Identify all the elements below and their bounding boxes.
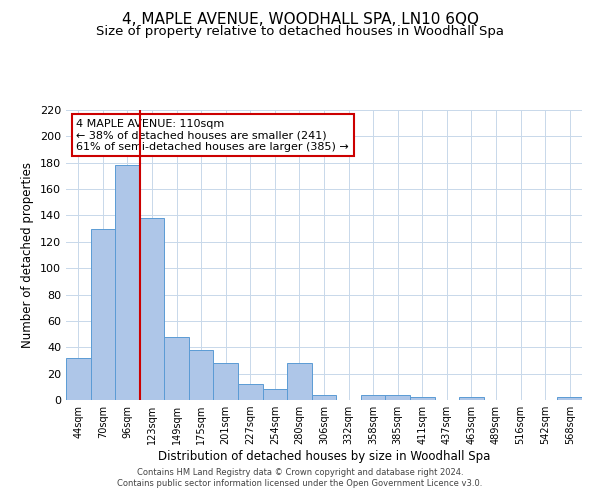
Bar [459, 398, 484, 400]
Text: Contains HM Land Registry data © Crown copyright and database right 2024.
Contai: Contains HM Land Registry data © Crown c… [118, 468, 482, 487]
Bar [164, 336, 189, 400]
Bar [115, 166, 140, 400]
Bar [312, 394, 336, 400]
Bar [91, 228, 115, 400]
Text: Size of property relative to detached houses in Woodhall Spa: Size of property relative to detached ho… [96, 25, 504, 38]
Text: 4, MAPLE AVENUE, WOODHALL SPA, LN10 6QQ: 4, MAPLE AVENUE, WOODHALL SPA, LN10 6QQ [121, 12, 479, 28]
Bar [238, 384, 263, 400]
Y-axis label: Number of detached properties: Number of detached properties [22, 162, 34, 348]
Bar [410, 398, 434, 400]
X-axis label: Distribution of detached houses by size in Woodhall Spa: Distribution of detached houses by size … [158, 450, 490, 463]
Bar [385, 394, 410, 400]
Bar [140, 218, 164, 400]
Bar [263, 390, 287, 400]
Bar [287, 363, 312, 400]
Bar [189, 350, 214, 400]
Bar [361, 394, 385, 400]
Bar [214, 363, 238, 400]
Text: 4 MAPLE AVENUE: 110sqm
← 38% of detached houses are smaller (241)
61% of semi-de: 4 MAPLE AVENUE: 110sqm ← 38% of detached… [76, 118, 349, 152]
Bar [557, 398, 582, 400]
Bar [66, 358, 91, 400]
